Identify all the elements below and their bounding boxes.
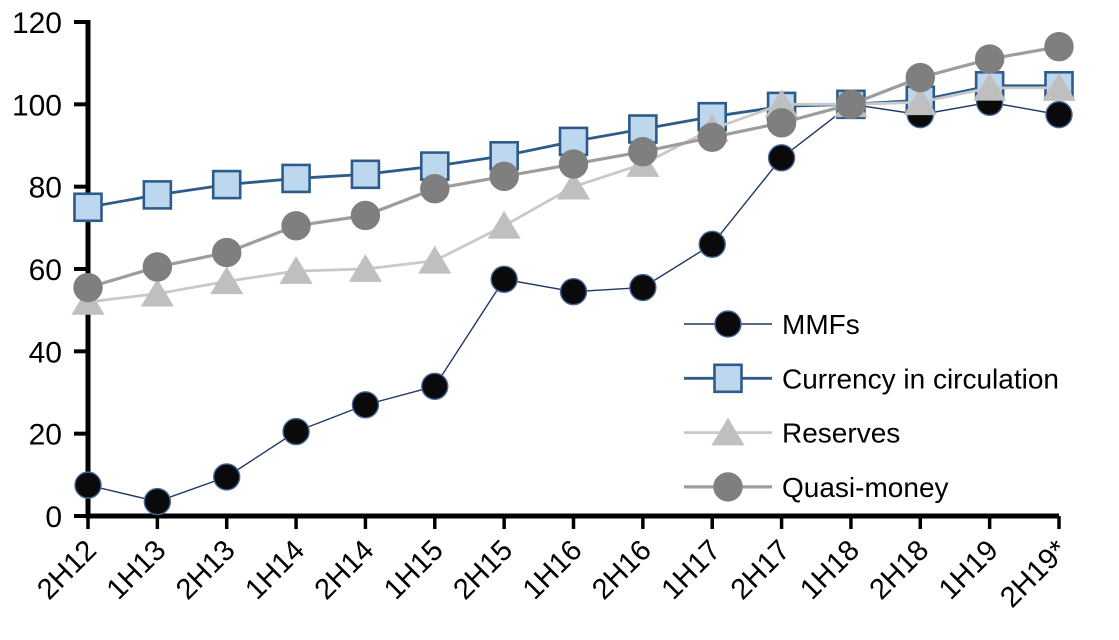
- legend: MMFs Currency in circulation Reserves Quasi…: [684, 309, 1059, 503]
- legend-label: Reserves: [782, 418, 900, 449]
- marker-mmfs: [143, 487, 172, 516]
- series-quasi-money: [73, 32, 1074, 303]
- marker-mmfs: [421, 372, 449, 401]
- marker-quasi-money: [1044, 32, 1074, 62]
- legend-item-mmfs: MMFs: [684, 309, 860, 340]
- x-axis-label: 1H18: [794, 534, 866, 606]
- legend-marker: [713, 363, 743, 394]
- x-axis-label: 1H15: [378, 534, 450, 606]
- marker-reserves: [210, 266, 244, 295]
- y-axis-label: 0: [45, 501, 62, 534]
- legend-label: Currency in circulation: [782, 363, 1059, 394]
- x-axis-label: 2H12: [31, 534, 103, 606]
- marker-quasi-money: [628, 136, 658, 167]
- x-axis-label: 1H14: [239, 534, 311, 606]
- x-axis-label: 1H16: [517, 534, 589, 606]
- marker-quasi-money: [281, 211, 311, 241]
- legend-item-reserves: Reserves: [684, 418, 900, 449]
- marker-quasi-money: [489, 161, 519, 192]
- marker-quasi-money: [836, 89, 866, 120]
- marker-quasi-money: [558, 149, 589, 179]
- x-axis-label: 2H19*: [994, 534, 1074, 614]
- marker-mmfs: [698, 230, 726, 259]
- marker-currency-in-circulation: [142, 180, 173, 210]
- legend-item-currency-in-circulation: Currency in circulation: [684, 363, 1059, 394]
- legend-marker: [711, 417, 745, 446]
- x-axis-label: 1H17: [656, 534, 728, 606]
- x-axis-label: 2H17: [725, 534, 797, 606]
- marker-quasi-money: [905, 62, 935, 93]
- marker-currency-in-circulation: [350, 159, 381, 190]
- x-axis-label: 2H14: [309, 534, 381, 606]
- marker-quasi-money: [73, 272, 103, 303]
- legend-item-quasi-money: Quasi-money: [684, 472, 949, 503]
- marker-quasi-money: [420, 174, 450, 204]
- x-axis-label: 2H18: [864, 534, 936, 606]
- x-axis-label: 1H13: [101, 534, 173, 606]
- marker-reserves: [556, 171, 591, 200]
- marker-reserves: [348, 254, 382, 282]
- marker-reserves: [487, 210, 521, 239]
- legend-marker: [713, 472, 743, 502]
- x-axis-label: 2H13: [170, 534, 242, 606]
- marker-quasi-money: [974, 44, 1005, 74]
- marker-reserves: [903, 87, 937, 116]
- marker-reserves: [140, 278, 174, 307]
- marker-mmfs: [213, 463, 241, 491]
- legend-marker: [714, 310, 742, 338]
- y-axis-label: 120: [12, 7, 62, 40]
- marker-mmfs: [629, 273, 657, 302]
- marker-quasi-money: [697, 122, 727, 152]
- marker-currency-in-circulation: [211, 169, 242, 200]
- marker-reserves: [1042, 72, 1076, 101]
- marker-reserves: [279, 256, 313, 284]
- marker-currency-in-circulation: [281, 163, 311, 194]
- marker-mmfs: [767, 144, 796, 172]
- marker-quasi-money: [766, 108, 797, 138]
- marker-quasi-money: [350, 200, 381, 231]
- marker-currency-in-circulation: [73, 192, 103, 223]
- y-axis-label: 60: [29, 254, 62, 287]
- marker-quasi-money: [142, 252, 173, 282]
- x-axis-label: 1H19: [933, 534, 1005, 606]
- marker-mmfs: [282, 417, 310, 446]
- marker-reserves: [973, 72, 1007, 101]
- legend-label: Quasi-money: [782, 472, 949, 503]
- x-axis-label: 2H15: [447, 534, 519, 606]
- y-axis-label: 20: [29, 419, 62, 452]
- x-axis-label: 2H16: [586, 534, 658, 606]
- marker-mmfs: [74, 471, 102, 499]
- legend-label: MMFs: [782, 309, 860, 340]
- y-axis-label: 100: [12, 89, 62, 122]
- marker-mmfs: [559, 277, 588, 306]
- marker-reserves: [418, 245, 452, 274]
- marker-mmfs: [351, 391, 380, 419]
- axis-lines: [85, 20, 1059, 519]
- marker-quasi-money: [212, 237, 242, 268]
- marker-mmfs: [1045, 100, 1073, 129]
- y-axis-label: 40: [29, 336, 62, 369]
- marker-mmfs: [490, 265, 518, 293]
- y-axis-label: 80: [29, 172, 62, 205]
